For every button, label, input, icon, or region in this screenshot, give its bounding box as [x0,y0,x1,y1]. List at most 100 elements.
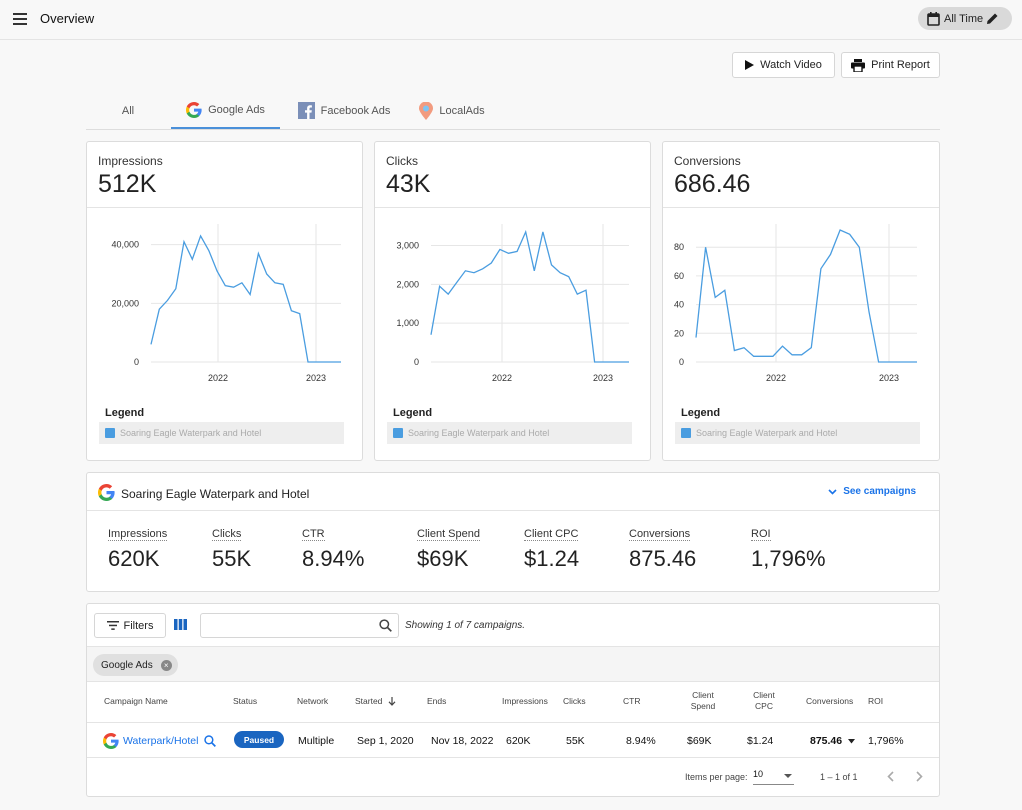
cell-ctr: 8.94% [626,735,656,747]
col-status[interactable]: Status [233,696,258,706]
x-tick-label: 2022 [492,373,512,383]
y-tick-label: 3,000 [396,241,419,251]
col-ctr[interactable]: CTR [623,696,641,706]
y-tick-label: 20,000 [111,298,139,308]
cell-impressions: 620K [506,735,531,747]
y-tick-label: 1,000 [396,318,419,328]
x-tick-label: 2023 [879,373,899,383]
print-report-label: Print Report [871,59,930,71]
col-label-line: Client [692,690,714,700]
top-bar: Overview All Time [0,0,1022,40]
col-clicks[interactable]: Clicks [563,696,586,706]
x-tick-label: 2022 [766,373,786,383]
legend-item[interactable]: Soaring Eagle Waterpark and Hotel [387,422,632,444]
print-report-button[interactable]: Print Report [841,52,940,78]
card-divider [375,207,650,208]
legend-item[interactable]: Soaring Eagle Waterpark and Hotel [99,422,344,444]
stat-conversions: Conversions 875.46 [629,526,696,572]
cell-clicks: 55K [566,735,585,747]
stat-impressions: Impressions 620K [108,526,168,572]
see-campaigns-link[interactable]: See campaigns [828,486,916,497]
y-tick-label: 2,000 [396,279,419,289]
stat-roi: ROI 1,796% [751,526,826,572]
x-tick-label: 2022 [208,373,228,383]
col-label-line: Spend [690,701,716,711]
col-label-line: CPC [755,701,773,711]
filter-lines-icon [106,621,119,630]
prev-page-icon[interactable] [887,771,894,782]
legend-swatch [105,428,115,438]
caret-down-icon [784,774,792,778]
watch-video-button[interactable]: Watch Video [732,52,835,78]
cell-network: Multiple [298,735,335,747]
col-client-spend[interactable]: Client Spend [683,690,723,712]
chip-label: Google Ads [101,659,153,671]
stat-label: Conversions [629,528,691,541]
col-network[interactable]: Network [297,696,329,706]
col-started[interactable]: Started [355,696,396,707]
tab-localads[interactable]: LocalAds [412,92,492,129]
metric-value: 512K [98,170,157,198]
legend-item[interactable]: Soaring Eagle Waterpark and Hotel [675,422,920,444]
filter-chip-google-ads[interactable]: Google Ads × [93,654,178,676]
series-line [695,229,917,363]
page-range: 1 – 1 of 1 [820,772,858,782]
filters-button[interactable]: Filters [94,613,166,638]
metric-card-clicks: Clicks 43K 3,000 2,000 1,000 0 2022 2023 Lege… [374,141,651,461]
search-input[interactable] [201,614,371,637]
hamburger-menu-icon[interactable] [13,13,27,25]
stat-value: 55K [212,546,252,571]
play-icon [745,60,755,70]
cell-roi: 1,796% [868,735,904,747]
col-client-cpc[interactable]: Client CPC [745,690,783,712]
chevron-down-icon [828,488,837,495]
search-icon[interactable] [204,735,217,747]
legend-title: Legend [393,407,433,419]
campaign-name-link[interactable]: Waterpark/Hotel [123,735,199,747]
stat-label: CTR [302,528,325,541]
page-title: Overview [40,11,95,26]
col-impressions[interactable]: Impressions [502,696,548,706]
stat-value: 875.46 [629,546,697,571]
tab-all[interactable]: All [106,92,150,129]
impressions-line-chart: 40,000 20,000 0 2022 2023 [111,224,341,383]
account-name: Soaring Eagle Waterpark and Hotel [121,487,310,501]
y-tick-label: 40,000 [111,240,139,250]
tab-facebook-ads[interactable]: Facebook Ads [291,92,397,129]
columns-icon[interactable] [174,619,187,630]
col-ends[interactable]: Ends [427,696,447,706]
campaign-search [200,613,399,638]
legend-item-label: Soaring Eagle Waterpark and Hotel [408,428,550,438]
series-line [150,234,341,363]
chip-close-icon[interactable]: × [160,659,172,671]
items-per-page-select[interactable]: 10 [753,769,794,785]
tab-label: Facebook Ads [320,104,391,117]
col-roi[interactable]: ROI [868,696,884,706]
caret-down-icon[interactable] [848,738,856,744]
items-per-page-value: 10 [753,769,764,779]
metric-value: 43K [386,170,431,198]
stat-value: 8.94% [302,546,365,571]
date-range-label: All Time [944,12,984,25]
tab-google-ads[interactable]: Google Ads [171,92,280,129]
legend-title: Legend [105,407,145,419]
cell-client-spend: $69K [687,735,712,747]
search-icon[interactable] [379,619,392,632]
next-page-icon[interactable] [916,771,923,782]
stat-value: 620K [108,546,160,571]
y-tick-label: 40 [674,300,684,310]
col-campaign-name[interactable]: Campaign Name [104,696,168,706]
legend-swatch [393,428,403,438]
items-per-page-label: Items per page: [685,772,748,782]
google-logo-icon [98,484,115,501]
watch-video-label: Watch Video [760,59,822,71]
date-range-button[interactable]: All Time [918,7,1012,30]
stat-label: Clicks [212,528,242,541]
campaign-table-card: Filters Showing 1 of 7 campaigns. Google… [86,603,940,797]
metric-label: Conversions [674,154,741,168]
tab-label: All [121,104,135,117]
col-conversions[interactable]: Conversions [806,696,854,706]
table-row: Waterpark/Hotel [103,733,217,749]
stat-value: $1.24 [524,546,580,571]
stat-clicks: Clicks 55K [212,526,251,572]
